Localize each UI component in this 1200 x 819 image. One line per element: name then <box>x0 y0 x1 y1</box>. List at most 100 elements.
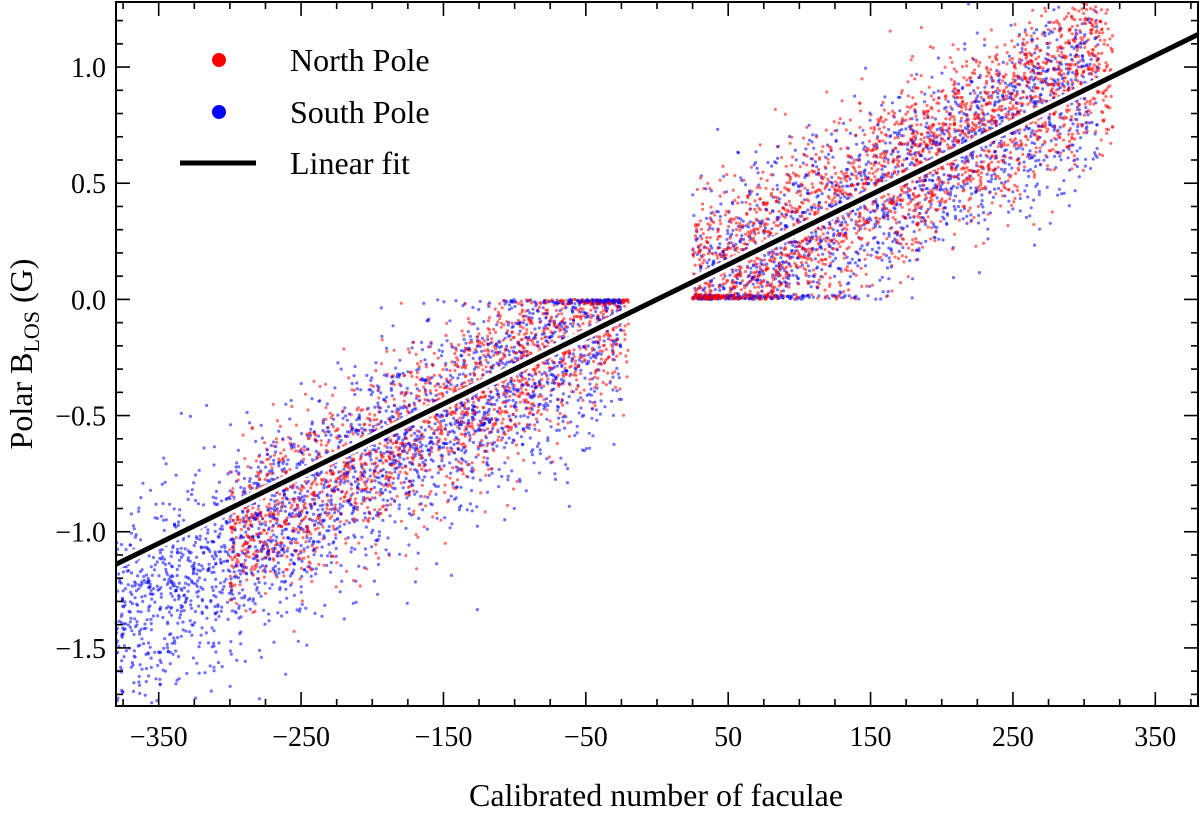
point-south-pole <box>1029 206 1033 210</box>
point-south-pole <box>933 236 937 240</box>
point-south-pole <box>907 212 911 216</box>
point-south-pole <box>1066 156 1070 160</box>
point-north-pole <box>486 319 491 323</box>
point-south-pole <box>343 406 347 410</box>
point-north-pole <box>867 139 872 143</box>
point-south-pole <box>985 172 989 176</box>
point-south-pole <box>122 644 126 648</box>
point-south-pole <box>164 462 168 466</box>
point-south-pole <box>790 269 794 273</box>
point-south-pole <box>949 187 953 191</box>
point-south-pole <box>327 529 331 533</box>
point-south-pole <box>188 630 192 634</box>
point-south-pole <box>1034 159 1038 163</box>
point-south-pole <box>355 491 359 495</box>
point-south-pole <box>373 479 377 483</box>
point-south-pole <box>775 145 780 149</box>
point-south-pole <box>1014 101 1019 105</box>
point-south-pole <box>538 452 543 456</box>
point-south-pole <box>228 520 232 524</box>
point-south-pole <box>191 572 195 576</box>
point-north-pole <box>848 118 853 122</box>
point-north-pole <box>445 377 449 381</box>
point-north-pole <box>483 510 487 514</box>
point-south-pole <box>773 160 777 164</box>
point-south-pole <box>868 284 872 288</box>
point-south-pole <box>257 697 261 701</box>
point-north-pole <box>480 341 484 345</box>
point-south-pole <box>726 231 730 236</box>
point-north-pole <box>968 196 973 200</box>
point-south-pole <box>1032 198 1036 202</box>
point-north-pole <box>935 101 939 105</box>
point-south-pole <box>181 538 185 542</box>
point-south-pole <box>931 173 935 177</box>
point-south-pole <box>930 75 934 79</box>
point-south-pole <box>695 252 699 256</box>
point-north-pole <box>299 566 304 571</box>
point-north-pole <box>489 430 493 434</box>
point-south-pole <box>437 348 441 352</box>
point-south-pole <box>155 516 159 521</box>
point-south-pole <box>471 476 475 480</box>
point-north-pole <box>989 75 993 79</box>
point-north-pole <box>922 112 926 116</box>
point-north-pole <box>417 365 421 369</box>
point-north-pole <box>818 189 823 193</box>
point-south-pole <box>812 146 816 150</box>
point-south-pole <box>886 217 890 221</box>
point-south-pole <box>1055 38 1059 42</box>
point-south-pole <box>281 570 285 574</box>
point-north-pole <box>1018 61 1023 65</box>
point-north-pole <box>500 356 505 360</box>
point-south-pole <box>965 214 969 218</box>
point-south-pole <box>415 387 419 391</box>
point-south-pole <box>1084 157 1088 161</box>
point-north-pole <box>510 330 514 334</box>
point-south-pole <box>260 564 265 568</box>
point-north-pole <box>374 461 378 465</box>
point-south-pole <box>439 419 443 423</box>
point-north-pole <box>1108 37 1112 41</box>
point-north-pole <box>778 261 782 265</box>
point-south-pole <box>1012 88 1016 92</box>
point-south-pole <box>615 333 619 337</box>
point-south-pole <box>755 192 759 196</box>
point-north-pole <box>945 109 949 114</box>
point-south-pole <box>1076 125 1080 129</box>
point-north-pole <box>482 455 486 460</box>
point-south-pole <box>794 249 798 253</box>
point-south-pole <box>177 558 182 562</box>
point-north-pole <box>417 462 421 467</box>
point-north-pole <box>721 254 725 259</box>
point-north-pole <box>472 432 476 436</box>
point-north-pole <box>518 400 523 404</box>
point-south-pole <box>927 178 932 182</box>
point-south-pole <box>595 386 599 390</box>
point-north-pole <box>435 442 439 446</box>
point-north-pole <box>506 429 510 433</box>
point-south-pole <box>149 617 153 622</box>
point-south-pole <box>243 558 247 563</box>
point-south-pole <box>972 169 976 173</box>
point-north-pole <box>244 609 248 613</box>
point-north-pole <box>897 122 901 126</box>
point-north-pole <box>807 247 811 251</box>
point-north-pole <box>897 164 901 168</box>
point-south-pole <box>967 2 971 6</box>
point-south-pole <box>1066 72 1070 76</box>
point-north-pole <box>995 58 999 62</box>
point-south-pole <box>560 398 564 403</box>
point-north-pole <box>303 448 307 452</box>
point-south-pole <box>423 475 427 479</box>
point-south-pole <box>424 458 428 462</box>
point-south-pole <box>1017 131 1021 135</box>
point-south-pole <box>228 423 233 427</box>
point-north-pole <box>409 467 413 472</box>
point-north-pole <box>267 472 271 476</box>
point-north-pole <box>317 517 321 521</box>
point-south-pole <box>1089 57 1093 62</box>
point-south-pole <box>155 584 159 588</box>
point-south-pole <box>880 258 884 262</box>
point-south-pole <box>501 361 505 365</box>
